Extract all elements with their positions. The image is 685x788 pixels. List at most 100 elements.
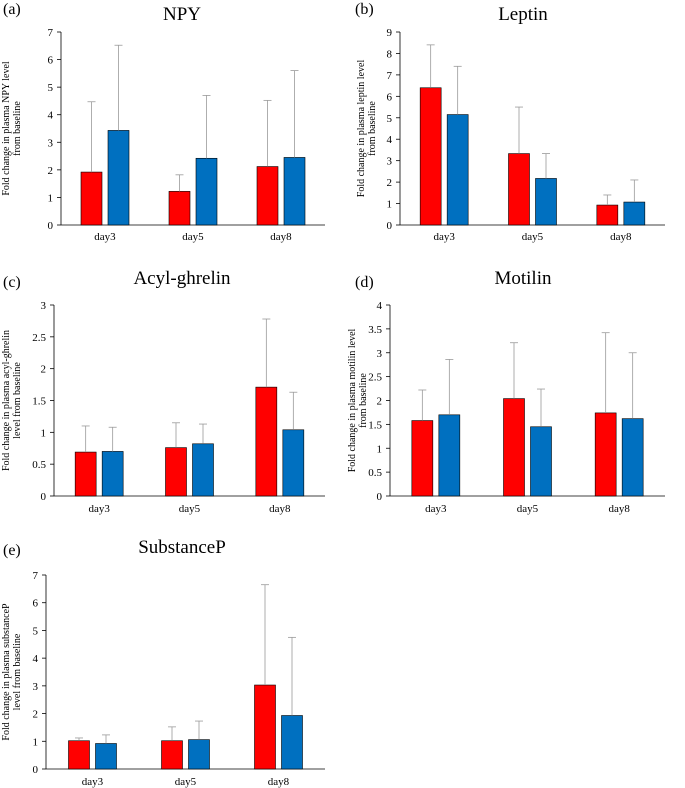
chart-panel: (b) Leptin 0 1 2 3 4 5 6 7 8 9 Fold change in plasma… — [355, 1, 665, 243]
x-tick-label: day8 — [270, 231, 292, 243]
y-axis-label-line: from baseline — [367, 101, 378, 156]
chart-panel: (d) Motilin 0 0.5 1 1.5 2 2.5 3 3.5 4 Fold change i… — [347, 268, 665, 515]
y-tick-label: 0 — [387, 220, 393, 232]
y-tick-label: 2 — [41, 364, 47, 376]
bar-blue-day5 — [535, 178, 557, 226]
bar-blue-day5 — [195, 157, 218, 226]
y-tick-label: 4 — [387, 134, 393, 146]
x-tick-label: day8 — [269, 503, 291, 515]
bar-blue-day3 — [446, 114, 469, 226]
y-tick-label: 2 — [387, 177, 393, 189]
bar-blue-day3 — [438, 414, 461, 497]
y-axis-label-line: Fold change in plasma acyl-ghrelin — [1, 330, 12, 471]
bar-red-day8 — [255, 386, 278, 497]
bar-red-day8 — [256, 166, 279, 226]
bar-red-day8 — [594, 412, 617, 497]
y-axis-label: Fold change in plasma motilin levelfrom … — [347, 328, 369, 472]
bar-red-day3 — [68, 740, 90, 770]
y-tick-label: 4 — [377, 300, 383, 312]
y-axis-label-line: level from baseline — [12, 362, 23, 439]
panel-label: (c) — [3, 274, 21, 291]
y-tick-label: 0.5 — [368, 467, 382, 479]
bar-blue-day8 — [623, 201, 646, 226]
bar-blue-day5 — [192, 443, 214, 497]
y-axis-label-line: from baseline — [12, 101, 23, 156]
chart-panel: (c) Acyl-ghrelin 0 0.5 1 1.5 2 2.5 3 Fold change … — [1, 268, 325, 515]
y-tick-label: 2.5 — [368, 372, 382, 384]
bar-blue-day5 — [188, 739, 210, 770]
y-tick-label: 1 — [377, 443, 383, 455]
y-tick-label: 5 — [387, 113, 393, 125]
chart-title: Motilin — [494, 268, 552, 289]
y-tick-label: 3 — [387, 156, 393, 168]
bar-blue-day8 — [281, 715, 303, 770]
x-tick-label: day5 — [522, 231, 544, 243]
y-tick-label: 0 — [33, 764, 39, 776]
y-tick-label: 1 — [41, 427, 47, 439]
bar-blue-day3 — [107, 130, 130, 226]
bar-red-day5 — [503, 398, 525, 497]
y-tick-label: 1.5 — [368, 419, 382, 431]
bar-red-day3 — [80, 171, 103, 226]
x-tick-label: day5 — [182, 231, 204, 243]
y-tick-label: 1 — [48, 192, 54, 204]
bar-red-day5 — [168, 191, 191, 226]
y-tick-label: 3.5 — [368, 324, 382, 336]
y-tick-label: 3 — [377, 348, 383, 360]
y-tick-label: 2 — [377, 396, 383, 408]
y-tick-label: 6 — [33, 598, 39, 610]
x-tick-label: day8 — [268, 776, 290, 788]
y-tick-label: 1.5 — [32, 396, 46, 408]
y-tick-label: 0 — [41, 491, 47, 503]
bar-blue-day3 — [101, 451, 124, 497]
y-tick-label: 5 — [33, 625, 39, 637]
x-tick-label: day5 — [179, 503, 201, 515]
y-tick-label: 7 — [387, 70, 393, 82]
y-tick-label: 9 — [387, 27, 393, 39]
y-tick-label: 1 — [33, 736, 39, 748]
x-tick-label: day3 — [425, 503, 447, 515]
y-axis-label: Fold change in plasma substancePlevel fr… — [1, 603, 23, 741]
y-tick-label: 0 — [377, 491, 383, 503]
panel-label: (a) — [3, 1, 21, 18]
y-tick-label: 8 — [387, 48, 393, 60]
bar-blue-day8 — [621, 418, 644, 497]
chart-title: Acyl-ghrelin — [133, 268, 231, 289]
x-tick-label: day5 — [517, 503, 539, 515]
y-tick-label: 3 — [48, 137, 54, 149]
x-tick-label: day8 — [610, 231, 632, 243]
bar-blue-day5 — [530, 426, 552, 497]
bar-blue-day3 — [95, 743, 117, 770]
y-tick-label: 3 — [33, 681, 39, 693]
y-tick-label: 2 — [48, 165, 54, 177]
y-axis-label-line: Fold change in plasma NPY level — [1, 61, 12, 196]
chart-title: Leptin — [498, 4, 548, 25]
y-tick-label: 2.5 — [32, 332, 46, 344]
x-tick-label: day8 — [608, 503, 630, 515]
y-tick-label: 7 — [48, 27, 54, 39]
panel-label: (e) — [3, 542, 21, 559]
bar-red-day3 — [74, 451, 97, 497]
x-tick-label: day5 — [175, 776, 197, 788]
y-tick-label: 2 — [33, 709, 39, 721]
y-tick-label: 6 — [48, 55, 54, 67]
x-tick-label: day3 — [94, 231, 116, 243]
y-tick-label: 3 — [41, 300, 47, 312]
y-axis-label-line: Fold change in plasma substanceP — [1, 603, 12, 741]
y-tick-label: 6 — [387, 91, 393, 103]
bar-red-day5 — [508, 153, 530, 226]
y-tick-label: 0 — [48, 220, 54, 232]
bar-red-day3 — [411, 420, 434, 497]
bar-red-day5 — [165, 447, 187, 497]
bar-blue-day8 — [282, 429, 305, 497]
y-tick-label: 7 — [33, 570, 39, 582]
chart-title: SubstanceP — [138, 537, 226, 558]
y-axis-label: Fold change in plasma leptin levelfrom b… — [356, 60, 378, 198]
y-tick-label: 1 — [387, 199, 393, 211]
panel-label: (d) — [355, 274, 374, 291]
bar-red-day5 — [161, 740, 183, 770]
x-tick-label: day3 — [82, 776, 104, 788]
bar-blue-day8 — [283, 157, 306, 226]
chart-panel: (a) NPY 0 1 2 3 4 5 6 7 Fold change in plasma NPY … — [1, 1, 325, 243]
y-axis-label-line: from baseline — [358, 373, 369, 428]
